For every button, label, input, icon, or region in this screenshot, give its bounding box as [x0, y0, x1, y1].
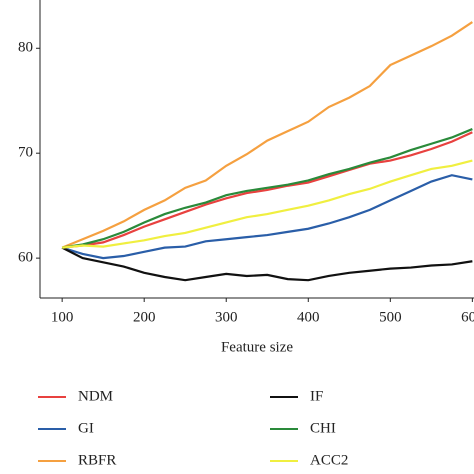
x-tick-label: 400 — [297, 309, 320, 325]
series-line — [61, 128, 473, 249]
legend-label: CHI — [310, 420, 336, 436]
series-line — [62, 159, 473, 249]
legend-label: NDM — [78, 388, 113, 404]
series-line — [61, 21, 473, 249]
series-line — [61, 246, 473, 282]
x-axis-label: Feature size — [221, 339, 293, 355]
x-tick-label: 600 — [461, 309, 474, 325]
y-tick-label: 70 — [18, 145, 33, 161]
series-line — [62, 131, 473, 249]
x-tick-label: 100 — [51, 309, 74, 325]
legend-label: GI — [78, 420, 94, 436]
legend-label: IF — [310, 388, 323, 404]
series-line — [61, 174, 473, 260]
legend-label: RBFR — [78, 452, 116, 468]
legend-label: ACC2 — [310, 452, 348, 468]
x-tick-label: 300 — [215, 309, 238, 325]
y-tick-label: 60 — [18, 250, 33, 266]
y-tick-label: 80 — [18, 40, 33, 56]
x-tick-label: 500 — [379, 309, 402, 325]
x-tick-label: 200 — [133, 309, 156, 325]
